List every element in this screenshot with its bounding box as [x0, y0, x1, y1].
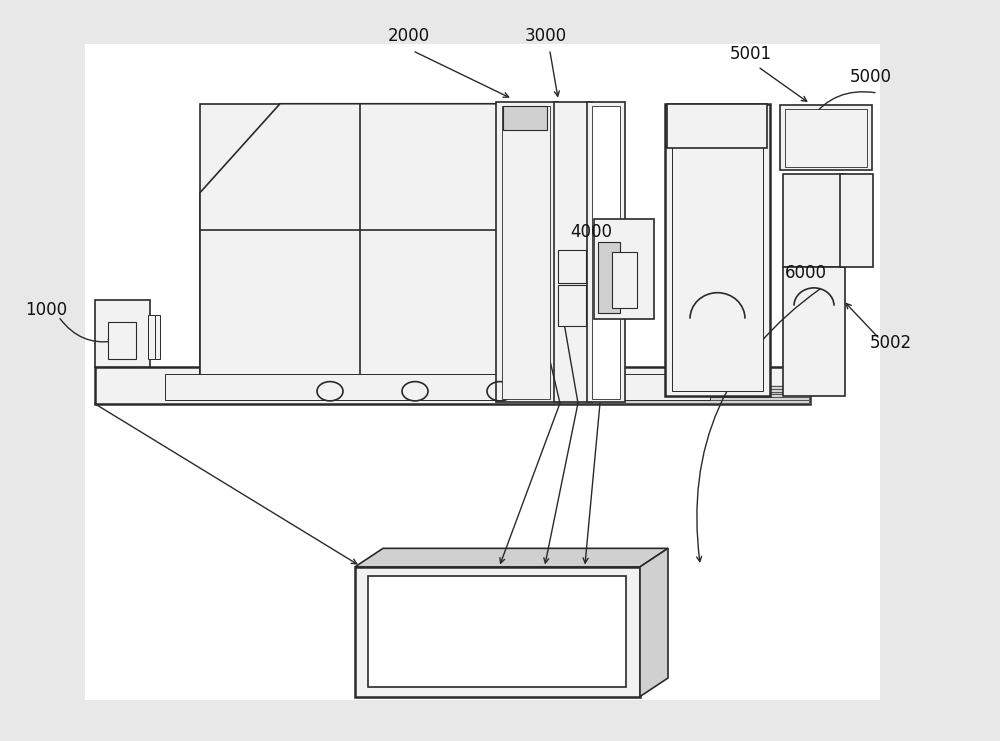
Bar	[148, 315, 156, 359]
Polygon shape	[355, 548, 668, 567]
Bar	[95, 300, 150, 367]
Bar	[780, 105, 872, 170]
Text: 5002: 5002	[870, 334, 912, 352]
Polygon shape	[640, 548, 668, 697]
Bar	[587, 102, 625, 402]
Bar	[558, 285, 586, 326]
Bar	[85, 44, 880, 700]
Bar	[496, 102, 558, 402]
Bar	[785, 109, 867, 167]
Bar	[840, 174, 873, 267]
Bar	[667, 104, 767, 148]
Bar	[592, 106, 620, 399]
Bar	[594, 219, 654, 319]
Bar	[108, 322, 136, 359]
Bar	[165, 374, 710, 400]
Text: 5001: 5001	[730, 45, 772, 63]
Bar	[672, 110, 763, 391]
Text: 4000: 4000	[570, 223, 612, 241]
Text: 3000: 3000	[525, 27, 567, 44]
Bar	[200, 104, 500, 385]
Bar	[155, 315, 160, 359]
Bar	[368, 576, 626, 687]
Bar	[95, 367, 810, 404]
Text: 6000: 6000	[785, 264, 827, 282]
Bar	[502, 106, 550, 399]
Bar	[598, 242, 620, 313]
Bar	[554, 102, 592, 402]
Bar	[612, 252, 637, 308]
Bar	[783, 267, 845, 396]
Text: 5000: 5000	[850, 67, 892, 85]
Bar	[355, 567, 640, 697]
Bar	[558, 250, 586, 283]
Text: 1000: 1000	[25, 301, 67, 319]
Bar	[783, 174, 845, 267]
Bar	[503, 106, 547, 130]
Polygon shape	[200, 104, 500, 385]
Bar	[665, 104, 770, 396]
Text: 2000: 2000	[388, 27, 430, 44]
